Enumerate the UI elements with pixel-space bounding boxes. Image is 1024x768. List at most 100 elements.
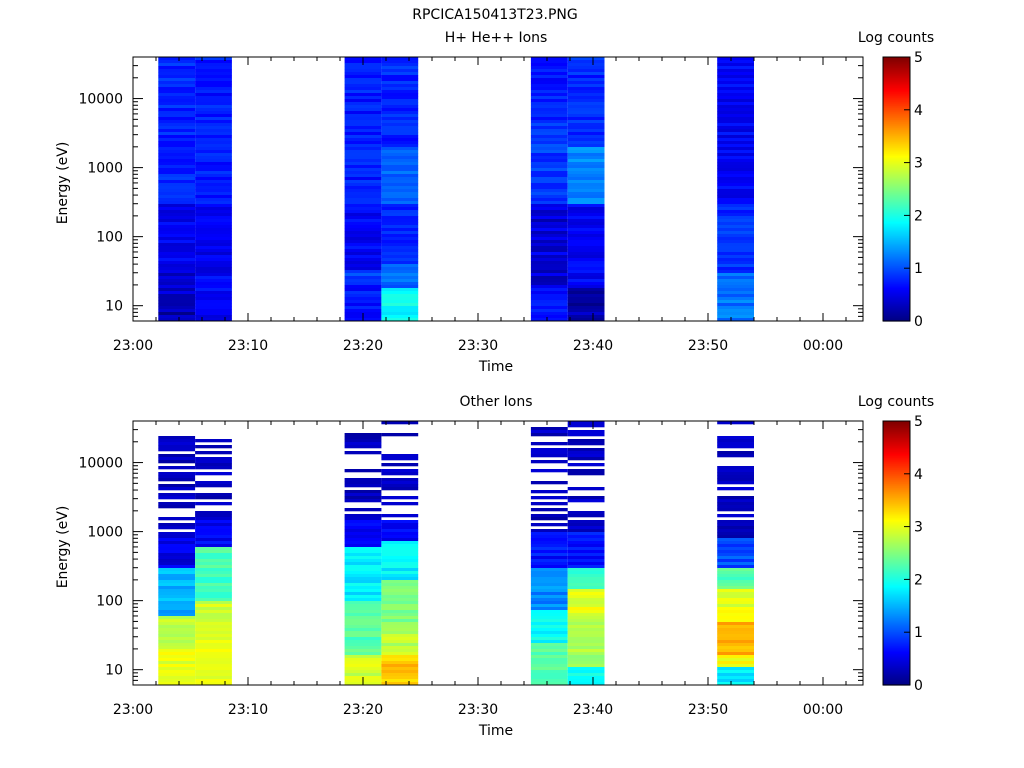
spectrogram-bin (717, 168, 754, 172)
spectrogram-bin (567, 583, 605, 587)
spectrogram-bin (381, 421, 419, 425)
spectrogram-bin (567, 84, 605, 88)
spectrogram-bin (530, 75, 568, 79)
spectrogram-bin (567, 186, 605, 190)
spectrogram-bin (158, 484, 196, 488)
spectrogram-bin (567, 258, 605, 262)
time-block-3 (344, 433, 382, 686)
spectrogram-bin (158, 682, 196, 686)
colorbar-segment (883, 549, 910, 552)
x-tick-label: 23:40 (573, 702, 613, 718)
spectrogram-bin (530, 87, 568, 91)
colorbar-segment (883, 601, 910, 604)
spectrogram-bin (530, 132, 568, 136)
spectrogram-bin (158, 457, 196, 461)
spectrogram-bin (195, 66, 232, 70)
colorbar-segment (883, 663, 910, 666)
spectrogram-bin (567, 682, 605, 686)
spectrogram-bin (381, 81, 419, 85)
spectrogram-bin (381, 487, 419, 491)
spectrogram-bin (344, 544, 382, 548)
spectrogram-bin (567, 541, 605, 545)
colorbar-segment (883, 231, 910, 234)
time-block-6 (567, 57, 605, 322)
spectrogram-bin (717, 282, 754, 286)
spectrogram-bin (381, 607, 419, 611)
spectrogram-bin (567, 216, 605, 220)
spectrogram-bin (717, 183, 754, 187)
spectrogram-bin (530, 168, 568, 172)
spectrogram-bin (381, 111, 419, 115)
colorbar-segment (883, 675, 910, 678)
colorbar-segment (883, 521, 910, 524)
spectrogram-bin (381, 102, 419, 106)
colorbar-segment (883, 229, 910, 232)
spectrogram-bin (381, 562, 419, 566)
colorbar-segment (883, 219, 910, 222)
spectrogram-bin (717, 291, 754, 295)
spectrogram-bin (567, 192, 605, 196)
spectrogram-bin (381, 294, 419, 298)
colorbar-segment (883, 273, 910, 276)
spectrogram-bin (567, 114, 605, 118)
spectrogram-bin (158, 183, 196, 187)
spectrogram-bin (344, 267, 382, 271)
spectrogram-bin (344, 81, 382, 85)
spectrogram-bin (381, 126, 419, 130)
spectrogram-bin (717, 679, 754, 683)
spectrogram-bin (567, 66, 605, 70)
spectrogram-bin (567, 147, 605, 151)
spectrogram-bin (381, 502, 419, 506)
spectrogram-bin (567, 108, 605, 112)
colorbar-tick-label: 3 (914, 156, 923, 172)
spectrogram-bin (381, 141, 419, 145)
spectrogram-bin (717, 120, 754, 124)
spectrogram-bin (195, 532, 232, 536)
colorbar-segment (883, 489, 910, 492)
spectrogram-bin (195, 604, 232, 608)
colorbar-segment (883, 427, 910, 430)
spectrogram-bin (530, 601, 568, 605)
spectrogram-bin (344, 547, 382, 551)
spectrogram-bin (344, 219, 382, 223)
x-tick-label: 23:50 (688, 702, 728, 718)
spectrogram-bin (567, 120, 605, 124)
colorbar-segment (883, 249, 910, 252)
spectrogram-bin (158, 123, 196, 127)
spectrogram-bin (530, 198, 568, 202)
colorbar-segment (883, 103, 910, 106)
spectrogram-bin (717, 553, 754, 557)
spectrogram-bin (381, 457, 419, 461)
spectrogram-bin (195, 195, 232, 199)
x-tick-label: 23:20 (343, 338, 383, 354)
spectrogram-bin (567, 246, 605, 250)
spectrogram-bin (567, 526, 605, 530)
spectrogram-bin (195, 174, 232, 178)
spectrogram-bin (195, 652, 232, 656)
x-axis-label: Time (478, 723, 513, 739)
spectrogram-bin (158, 625, 196, 629)
spectrogram-bin (381, 171, 419, 175)
colorbar-frame (882, 420, 911, 686)
spectrogram-bin (717, 610, 754, 614)
spectrogram-bin (381, 613, 419, 617)
spectrogram-bin (717, 646, 754, 650)
spectrogram-bin (381, 526, 419, 530)
colorbar-segment (883, 289, 910, 292)
colorbar-segment (883, 647, 910, 650)
colorbar-segment (883, 607, 910, 610)
spectrogram-bin (195, 631, 232, 635)
colorbar-segment (883, 651, 910, 654)
x-axis-label: Time (478, 359, 513, 375)
spectrogram-bin (381, 673, 419, 677)
colorbar-segment (883, 157, 910, 160)
spectrogram-bin (344, 601, 382, 605)
spectrogram-bin (567, 294, 605, 298)
spectrogram-bin (344, 84, 382, 88)
spectrogram-bin (717, 195, 754, 199)
spectrogram-bin (195, 150, 232, 154)
colorbar-segment (883, 177, 910, 180)
spectrogram-bin (717, 114, 754, 118)
spectrogram-bin (530, 108, 568, 112)
spectrogram-bin (158, 96, 196, 100)
